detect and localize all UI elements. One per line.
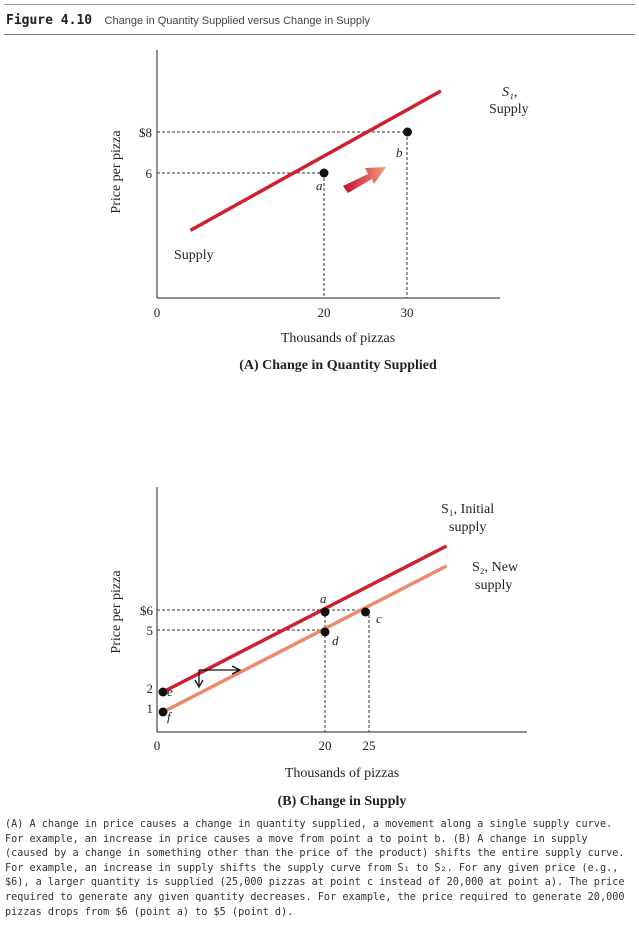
panel-b-y-tick-5: 5 [147,623,154,638]
panel-a-point-b [403,127,412,137]
panel-b-x-tick-20: 20 [319,738,332,753]
panel-b-y-label: Price per pizza [109,570,124,654]
panel-b-y-tick-6: $6 [140,603,154,618]
panel-b-point-c-label: c [376,611,382,626]
panel-b-shift-arrow [194,665,242,689]
panel-b-s1-label-2: supply [449,520,486,535]
panel-b-x-tick-25: 25 [363,738,376,753]
panel-a-point-a [319,168,329,178]
panel-b-point-c [361,607,370,617]
panel-b-s1-label: S₁, Initial [441,502,494,517]
panel-a-x-label: Thousands of pizzas [281,331,395,346]
panel-b-point-a-label: a [320,591,327,606]
panel-b-point-e-label: e [167,684,173,699]
figure-header: Figure 4.10 Change in Quantity Supplied … [6,11,370,29]
header-rule [4,34,635,35]
panel-b-x-tick-0: 0 [154,738,161,753]
panel-b-point-f [158,707,168,717]
panel-a-x-tick-0: 0 [154,305,161,320]
panel-a-supply-line [189,89,442,232]
panel-b-s1-line [162,544,448,694]
panel-a-movement-arrow [343,167,386,193]
panel-b-point-d-label: d [332,633,339,648]
panel-b-s2-line [162,564,448,714]
figure-label: Figure 4.10 [6,13,93,28]
panel-b-point-d [320,627,330,637]
panel-a-supply-label-right-2: Supply [489,102,529,117]
panel-b-title: (B) Change in Supply [278,794,407,809]
panel-b-point-a [320,607,330,617]
panel-a: $8 6 0 20 30 Thousands of pizzas (A) Cha… [109,50,529,373]
panel-a-x-tick-20: 20 [318,305,331,320]
figure-caption: (A) A change in price causes a change in… [5,818,635,920]
panel-a-y-label: Price per pizza [109,130,124,214]
caption-text: (A) A change in price causes a change in… [5,819,625,918]
panel-b-y-tick-1: 1 [147,701,154,716]
panel-a-y-tick-8: $8 [139,125,152,140]
figure-title: Change in Quantity Supplied versus Chang… [104,15,370,27]
panel-a-point-a-label: a [316,178,323,193]
panel-b-y-tick-2: 2 [147,681,154,696]
panel-a-supply-label-right: S₁, [502,85,517,100]
panel-b: $6 5 2 1 0 20 25 Thousands of pizzas (B)… [109,487,527,809]
panel-a-x-tick-30: 30 [401,305,414,320]
panel-b-s2-label-2: supply [475,578,512,593]
top-rule [4,4,635,5]
panel-b-s2-label: S₂, New [472,560,519,575]
panel-a-y-tick-6: 6 [146,166,153,181]
panel-b-point-e [158,687,168,697]
panel-a-point-b-label: b [396,145,403,160]
panel-b-x-label: Thousands of pizzas [285,766,399,781]
panel-b-point-f-label: f [167,709,173,724]
panel-a-supply-label-left: Supply [174,248,214,263]
panel-a-title: (A) Change in Quantity Supplied [239,358,437,373]
